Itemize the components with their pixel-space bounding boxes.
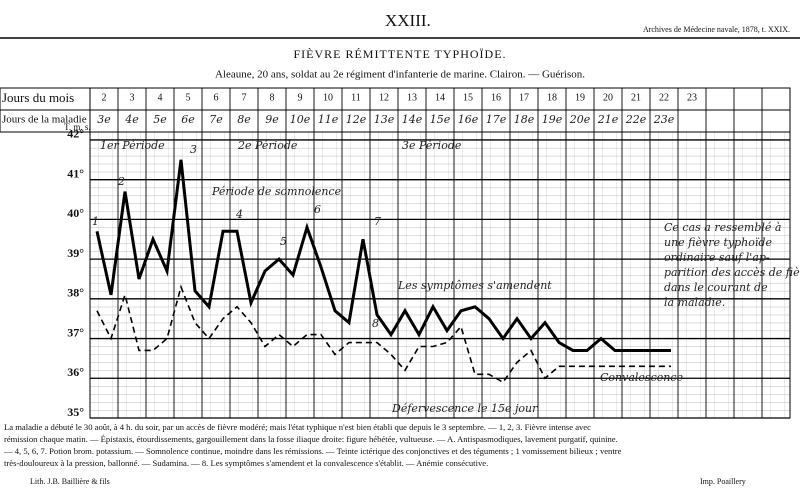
y-tick-label: 40°	[67, 206, 84, 220]
disease-day: 22e	[625, 113, 647, 126]
day-label: 16	[491, 92, 501, 103]
annotation: 7	[374, 215, 381, 228]
disease-day: 13e	[374, 113, 395, 126]
y-tick-label: 36°	[67, 365, 84, 379]
page-number: XXIII.	[385, 11, 431, 30]
footer-left: Lith. J.B. Baillière & fils	[30, 477, 110, 486]
day-label: 4	[158, 92, 163, 103]
row-label: Jours de la maladie	[2, 114, 87, 126]
day-label: 13	[407, 92, 417, 103]
annotation: Ce cas a ressemblé à	[664, 221, 781, 234]
annotation: 2	[117, 175, 125, 188]
y-tick-label: 37°	[67, 325, 84, 339]
annotation: 6	[314, 203, 321, 216]
day-label: 2	[102, 92, 107, 103]
annotation: parition des accès de fièvre	[664, 266, 800, 279]
disease-day: 3e	[97, 113, 111, 126]
annotation: dans le courant de	[664, 281, 768, 294]
disease-day: 11e	[318, 113, 339, 126]
disease-day: 17e	[486, 113, 507, 126]
day-label: 21	[631, 92, 641, 103]
day-label: 6	[214, 92, 219, 103]
footer-right: Imp. Poaillery	[700, 477, 746, 486]
caption-line: La maladie a débuté le 30 août, à 4 h. d…	[4, 422, 591, 432]
disease-day: 7e	[209, 113, 223, 126]
disease-day: 18e	[514, 113, 535, 126]
disease-day: 12e	[346, 113, 367, 126]
annotation: la maladie.	[664, 296, 725, 309]
journal: Archives de Médecine navale, 1878, t. XX…	[643, 25, 790, 34]
day-label: 19	[575, 92, 585, 103]
row-label: Jours du mois	[2, 90, 74, 105]
disease-day: 15e	[430, 113, 451, 126]
temperature-line	[95, 159, 671, 352]
disease-day: 19e	[542, 113, 563, 126]
disease-day: 9e	[265, 113, 279, 126]
day-label: 8	[270, 92, 275, 103]
day-label: 10	[323, 92, 333, 103]
caption-line: rémission chaque matin. — Épistaxis, éto…	[4, 434, 618, 444]
annotation: Défervescence le 15e jour	[391, 402, 538, 415]
annotation: Période de somnolence	[211, 185, 342, 198]
day-label: 22	[659, 92, 669, 103]
scale-label: T. m. s.	[64, 122, 91, 132]
disease-day: 6e	[181, 113, 195, 126]
y-tick-label: 35°	[67, 405, 84, 419]
annotation: 4	[235, 208, 243, 221]
annotation: 2e Période	[237, 139, 298, 152]
caption-line: très-douloureux à la pression, ballonné.…	[4, 458, 488, 468]
disease-day: 10e	[290, 113, 311, 126]
day-label: 12	[379, 92, 389, 103]
temperature-line	[96, 284, 671, 384]
y-tick-label: 39°	[67, 246, 84, 260]
day-label: 18	[547, 92, 557, 103]
disease-day: 20e	[569, 113, 591, 126]
chart-title: FIÈVRE RÉMITTENTE TYPHOÏDE.	[293, 47, 506, 61]
annotation: ordinaire sauf l'ap-	[664, 251, 770, 264]
annotation: Convalescence	[600, 371, 683, 384]
disease-day: 8e	[237, 113, 251, 126]
disease-day: 4e	[124, 113, 139, 126]
disease-day: 23e	[653, 113, 675, 126]
annotation: une fièvre typhoïde	[664, 236, 772, 249]
y-tick-label: 41°	[67, 166, 84, 180]
disease-day: 14e	[402, 113, 423, 126]
day-label: 9	[298, 92, 303, 103]
day-label: 7	[242, 92, 247, 103]
annotation: 3e Période	[402, 139, 462, 152]
chart-subtitle: Aleaune, 20 ans, soldat au 2e régiment d…	[215, 69, 585, 81]
disease-day: 21e	[597, 113, 619, 126]
day-label: 14	[435, 92, 445, 103]
day-label: 23	[687, 92, 697, 103]
day-label: 11	[351, 92, 361, 103]
day-label: 3	[130, 92, 135, 103]
day-label: 15	[463, 92, 473, 103]
annotation: Les symptômes s'amendent	[397, 279, 552, 292]
day-label: 17	[519, 92, 529, 103]
annotation: 3	[190, 143, 197, 156]
annotation: 1	[92, 215, 99, 228]
day-label: 20	[603, 92, 613, 103]
annotation: 8	[372, 317, 379, 330]
disease-day: 16e	[458, 113, 479, 126]
day-label: 5	[186, 92, 191, 103]
y-tick-label: 38°	[67, 286, 84, 300]
caption-line: — 4, 5, 6, 7. Potion brom. potassium. — …	[3, 446, 622, 456]
y-tick-label: 42°	[67, 127, 84, 141]
annotation: 5	[280, 235, 287, 248]
annotation: 1er Période	[100, 139, 165, 152]
disease-day: 5e	[153, 113, 167, 126]
